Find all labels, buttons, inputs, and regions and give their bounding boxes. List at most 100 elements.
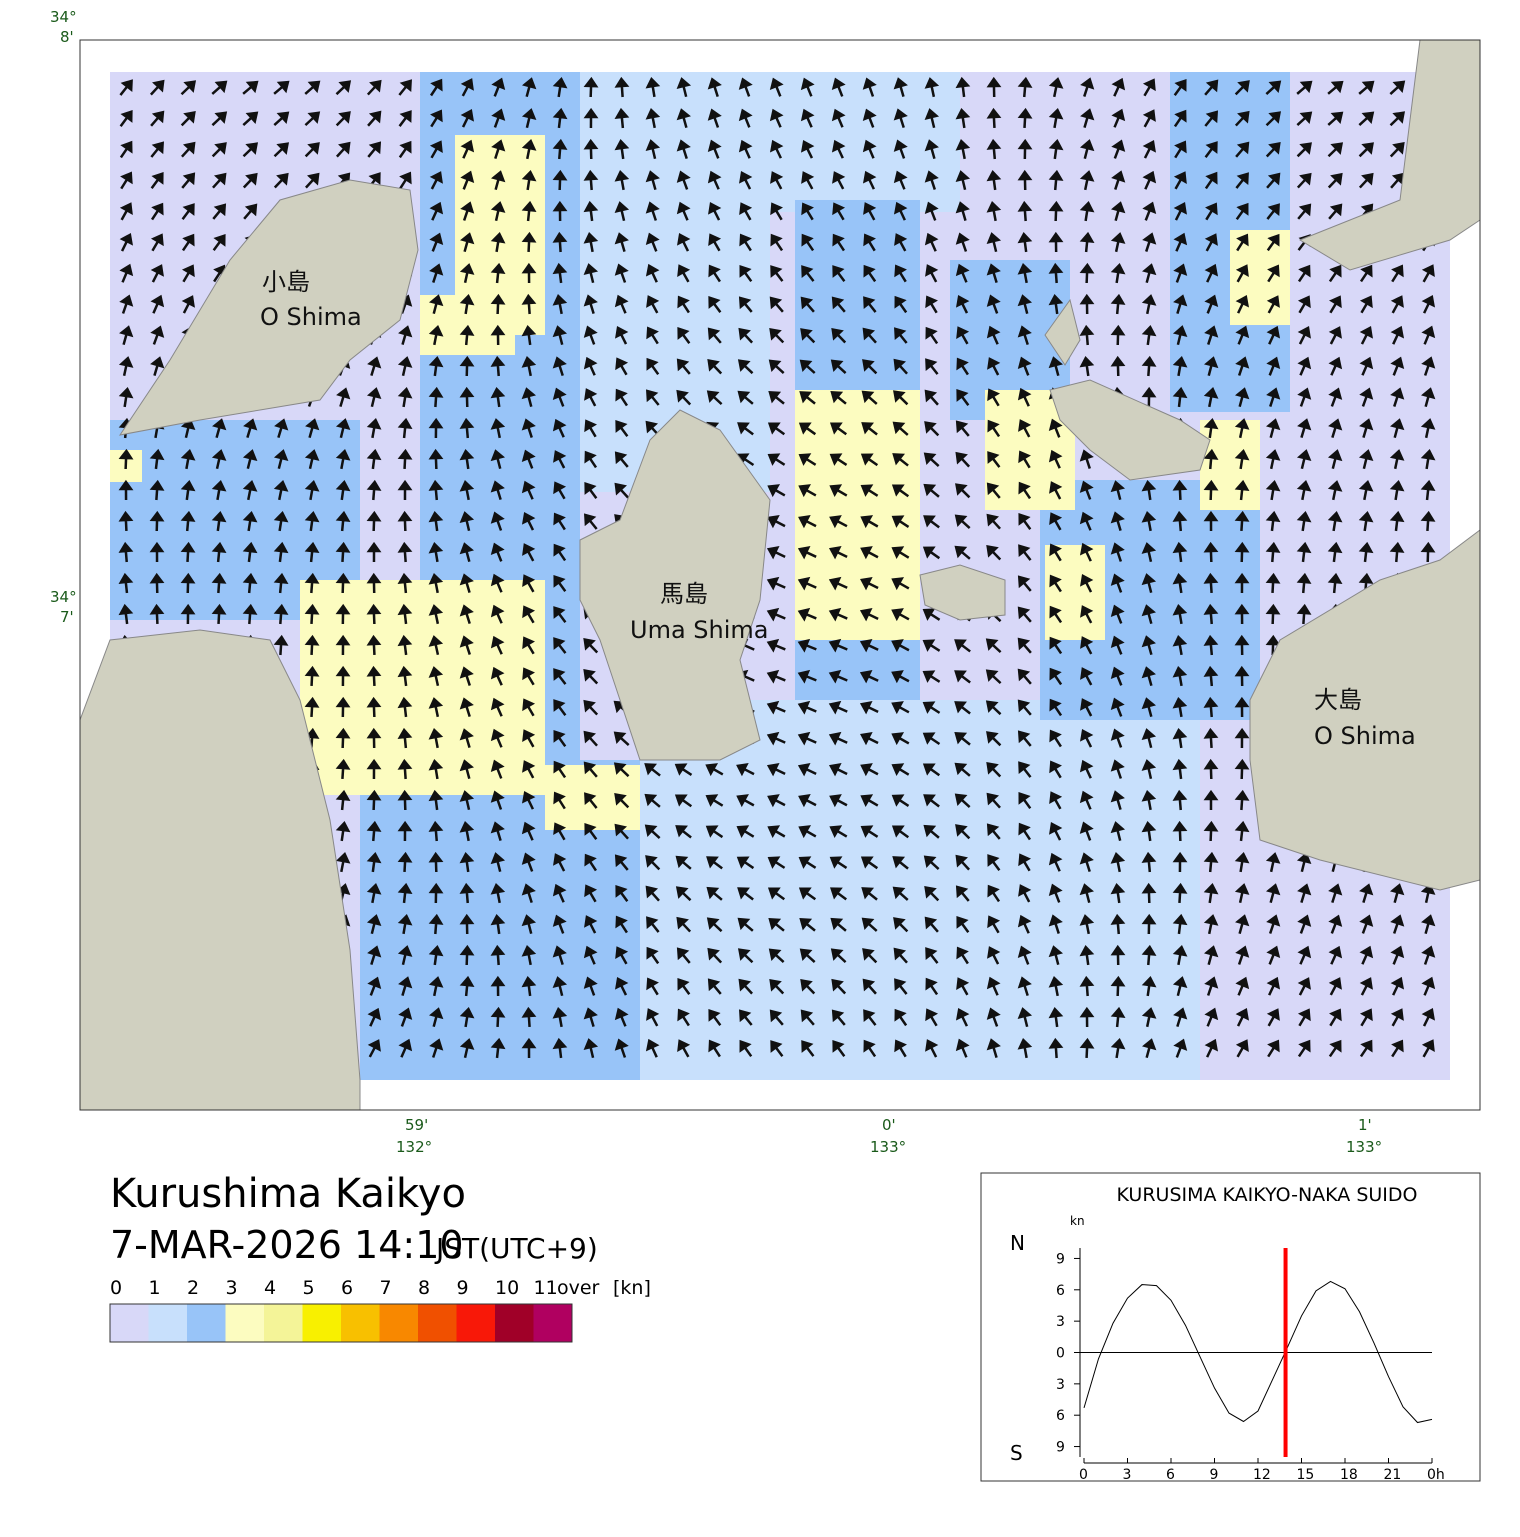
arrow [1173, 232, 1188, 252]
arrow [1141, 635, 1156, 656]
arrow [490, 386, 506, 408]
arrow [1327, 572, 1343, 594]
arrow [583, 945, 598, 965]
arrow [892, 856, 909, 870]
arrow [646, 357, 660, 376]
arrow [1141, 542, 1157, 563]
arrow [1421, 264, 1435, 283]
arrow [429, 78, 443, 97]
arrow [521, 324, 537, 346]
arrow [1110, 944, 1126, 966]
arrow [738, 1009, 753, 1026]
arrow [798, 794, 817, 808]
arrow [459, 324, 475, 346]
arrow [1328, 1039, 1342, 1058]
arrow [459, 821, 475, 842]
arrow [1203, 603, 1219, 625]
arrow [150, 202, 164, 221]
arrow [832, 202, 846, 221]
arrow [583, 76, 599, 98]
arrow [985, 669, 1002, 685]
arrow [1265, 80, 1282, 95]
arrow [367, 1039, 381, 1058]
arrow [1017, 325, 1032, 345]
legend-swatch [148, 1304, 187, 1342]
arrow [180, 418, 196, 439]
arrow [1204, 1007, 1219, 1027]
arrow [490, 697, 505, 717]
arrow [1390, 295, 1404, 314]
arrow [736, 763, 755, 777]
arrow [397, 541, 413, 563]
arrow [829, 422, 848, 436]
arrow [428, 448, 444, 470]
arrow [799, 918, 816, 932]
arrow [1358, 111, 1375, 126]
arrow [800, 139, 815, 159]
arrow [1234, 727, 1250, 749]
arrow [521, 169, 537, 191]
arrow [552, 138, 568, 160]
arrow [767, 825, 786, 839]
lat-label: 34° [50, 8, 77, 26]
arrow [1359, 387, 1374, 407]
arrow [460, 201, 475, 221]
arrow [1142, 109, 1156, 128]
arrow [274, 418, 289, 438]
arrow [429, 201, 444, 221]
arrow [428, 976, 444, 997]
arrow [860, 577, 879, 591]
arrow [1359, 945, 1374, 965]
arrow [1390, 325, 1405, 345]
chart-title: KURUSIMA KAIKYO-NAKA SUIDO [1116, 1184, 1417, 1206]
arrow [1172, 510, 1188, 532]
arrow [1110, 1006, 1126, 1028]
arrow [521, 1006, 537, 1028]
arrow [1266, 233, 1280, 252]
arrow [1420, 541, 1436, 563]
arrow [118, 603, 134, 625]
arrow [1018, 544, 1032, 561]
arrow [428, 325, 444, 346]
arrow [1235, 264, 1249, 283]
arrow [1110, 262, 1126, 284]
arrow [1203, 448, 1219, 470]
arrow [707, 170, 722, 190]
y-tick-label: 9 [1056, 1251, 1065, 1267]
arrow [490, 759, 505, 779]
arrow [799, 359, 816, 374]
arrow [1203, 789, 1219, 811]
arrow [552, 356, 567, 376]
arrow [397, 386, 413, 408]
arrow [367, 141, 382, 158]
arrow [797, 731, 817, 746]
arrow [273, 634, 289, 656]
arrow [1017, 699, 1032, 716]
arrow [767, 422, 786, 436]
arrow [923, 452, 940, 467]
arrow [583, 356, 598, 376]
arrow [1141, 790, 1157, 811]
arrow [1017, 1038, 1033, 1059]
arrow [1204, 294, 1219, 314]
arrow [1234, 418, 1250, 439]
arrow [987, 854, 1001, 871]
arrow [1327, 510, 1343, 532]
arrow [335, 141, 351, 158]
arrow [1110, 604, 1125, 624]
arrow [770, 233, 784, 252]
arrow [986, 107, 1002, 129]
arrow [335, 727, 351, 749]
arrow [1296, 480, 1312, 501]
arrow [243, 203, 258, 220]
arrow [1172, 541, 1188, 563]
arrow [1328, 883, 1343, 903]
arrow [986, 731, 1002, 747]
arrow [1079, 975, 1095, 997]
place-ja: 大島 [1314, 686, 1362, 714]
arrow [118, 541, 134, 563]
legend-swatch [456, 1304, 495, 1342]
arrow [828, 700, 848, 715]
arrow [1049, 667, 1063, 686]
